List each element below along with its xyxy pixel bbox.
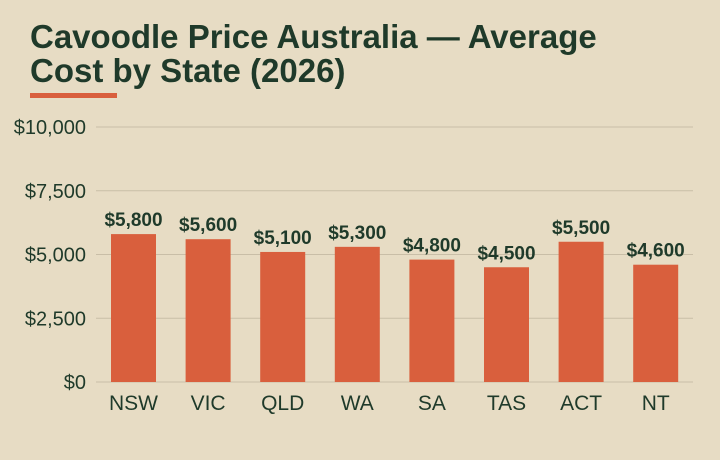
y-tick-label: $10,000 <box>14 117 86 139</box>
x-axis-categories: NSW VIC QLD WA SA TAS ACT NT <box>109 392 670 415</box>
y-tick-label: $5,000 <box>25 245 86 267</box>
data-label: $4,600 <box>627 241 685 262</box>
x-tick-label: WA <box>341 392 374 415</box>
data-label: $4,800 <box>403 236 461 257</box>
y-tick-label: $0 <box>64 372 86 394</box>
x-tick-label: QLD <box>261 392 304 415</box>
data-label: $4,500 <box>477 243 535 264</box>
data-label: $5,800 <box>104 210 162 231</box>
x-tick-label: SA <box>418 392 446 415</box>
y-axis-ticks: $0 $2,500 $5,000 $7,500 $10,000 <box>14 117 86 394</box>
data-label: $5,300 <box>328 223 386 244</box>
x-tick-label: ACT <box>560 392 602 415</box>
bar-sa <box>409 259 455 382</box>
title-accent-bar <box>30 93 117 98</box>
bar-tas <box>484 267 529 382</box>
bar-wa <box>334 246 380 382</box>
y-tick-label: $2,500 <box>25 308 86 330</box>
x-tick-label: NT <box>642 392 670 415</box>
bar-act <box>558 241 604 382</box>
bar-nt <box>633 264 679 382</box>
data-label: $5,500 <box>552 218 610 239</box>
chart-title: Cavoodle Price Australia — Average Cost … <box>30 18 597 89</box>
data-label: $5,100 <box>254 228 312 249</box>
x-tick-label: NSW <box>109 392 158 415</box>
bar-vic <box>185 239 231 382</box>
x-tick-label: VIC <box>191 392 226 415</box>
data-labels: $5,800 $5,600 $5,100 $5,300 $4,800 $4,500 $5,5… <box>104 210 684 264</box>
data-label: $5,600 <box>179 215 237 236</box>
bar-qld <box>260 251 306 382</box>
y-tick-label: $7,500 <box>25 181 86 203</box>
x-tick-label: TAS <box>487 392 526 415</box>
bar-nsw <box>111 234 156 382</box>
bars <box>111 234 679 382</box>
